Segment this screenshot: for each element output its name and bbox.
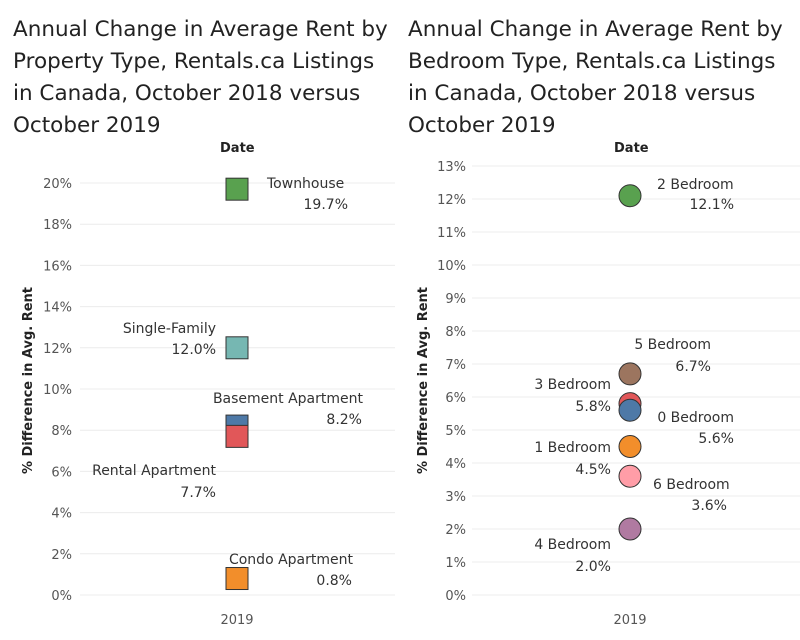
y-tick-label: 20%: [43, 177, 72, 192]
y-tick-label: 13%: [437, 160, 466, 175]
y-tick-label: 0%: [51, 589, 72, 604]
y-tick-label: 18%: [43, 218, 72, 233]
4-bedroom-name-label: 4 Bedroom: [534, 537, 611, 553]
basement-apartment-value-label: 8.2%: [326, 412, 362, 428]
y-tick-label: 14%: [43, 301, 72, 316]
2-bedroom-value-label: 12.1%: [690, 197, 734, 213]
y-tick-label: 11%: [437, 226, 466, 241]
3-bedroom-name-label: 3 Bedroom: [534, 377, 611, 393]
2-bedroom-name-label: 2 Bedroom: [657, 177, 734, 193]
basement-apartment-name-label: Basement Apartment: [213, 391, 364, 407]
y-tick-label: 12%: [43, 342, 72, 357]
y-tick-label: 4%: [445, 457, 466, 472]
6-bedroom-value-label: 3.6%: [691, 498, 727, 514]
x-category-label: 2019: [220, 613, 253, 628]
0-bedroom-name-label: 0 Bedroom: [657, 410, 734, 426]
column-header: Date: [220, 141, 255, 156]
x-category-label: 2019: [613, 613, 646, 628]
y-tick-label: 8%: [51, 424, 72, 439]
townhouse-value-label: 19.7%: [304, 197, 348, 213]
0-bedroom-marker: [618, 398, 642, 422]
rental-apartment-marker: [225, 424, 249, 448]
condo-apartment-name-label: Condo Apartment: [229, 552, 354, 568]
y-tick-label: 5%: [445, 424, 466, 439]
single-family-name-label: Single-Family: [123, 321, 216, 337]
single-family-marker: [225, 336, 249, 360]
y-tick-label: 10%: [43, 383, 72, 398]
y-tick-label: 9%: [445, 292, 466, 307]
4-bedroom-value-label: 2.0%: [575, 559, 611, 575]
y-tick-label: 1%: [445, 556, 466, 571]
2-bedroom-marker: [618, 184, 642, 208]
bedroom-type-plot: 0% 1% 2% 3% 4% 5% 6% 7% 8% 9% 10% 11% 12% 13% 2019 2 Be…: [437, 160, 800, 628]
townhouse-name-label: Townhouse: [266, 176, 344, 192]
y-tick-label: 0%: [445, 589, 466, 604]
y-tick-label: 8%: [445, 325, 466, 340]
column-header: Date: [614, 141, 649, 156]
condo-apartment-marker: [225, 567, 249, 591]
y-tick-label: 12%: [437, 193, 466, 208]
rental-apartment-value-label: 7.7%: [180, 485, 216, 501]
single-family-value-label: 12.0%: [172, 342, 216, 358]
chart-title: Annual Change in Average Rent by Propert…: [13, 17, 388, 138]
y-tick-label: 2%: [51, 548, 72, 563]
1-bedroom-marker: [618, 435, 642, 458]
chart-title: Annual Change in Average Rent by Bedroom…: [408, 17, 783, 138]
y-tick-label: 2%: [445, 523, 466, 538]
0-bedroom-value-label: 5.6%: [698, 431, 734, 447]
condo-apartment-value-label: 0.8%: [316, 573, 352, 589]
3-bedroom-value-label: 5.8%: [575, 399, 611, 415]
y-tick-label: 6%: [51, 465, 72, 480]
y-tick-label: 6%: [445, 391, 466, 406]
6-bedroom-name-label: 6 Bedroom: [653, 477, 730, 493]
y-tick-label: 10%: [437, 259, 466, 274]
5-bedroom-value-label: 6.7%: [675, 359, 711, 375]
property-type-plot: 0% 2% 4% 6% 8% 10% 12% 14% 16% 18% 20% 2019 Townhous…: [43, 176, 395, 628]
5-bedroom-marker: [618, 362, 642, 386]
bedroom-type-chart-panel: Annual Change in Average Rent by Bedroom…: [395, 0, 800, 640]
6-bedroom-marker: [618, 464, 642, 488]
property-type-chart-panel: Annual Change in Average Rent by Propert…: [0, 0, 395, 640]
1-bedroom-value-label: 4.5%: [575, 462, 611, 478]
4-bedroom-marker: [618, 517, 642, 541]
5-bedroom-name-label: 5 Bedroom: [634, 337, 711, 353]
townhouse-marker: [225, 177, 249, 201]
y-tick-label: 3%: [445, 490, 466, 505]
rental-apartment-name-label: Rental Apartment: [92, 463, 216, 479]
1-bedroom-name-label: 1 Bedroom: [534, 440, 611, 456]
y-tick-label: 7%: [445, 358, 466, 373]
y-tick-label: 16%: [43, 259, 72, 274]
y-tick-label: 4%: [51, 507, 72, 522]
